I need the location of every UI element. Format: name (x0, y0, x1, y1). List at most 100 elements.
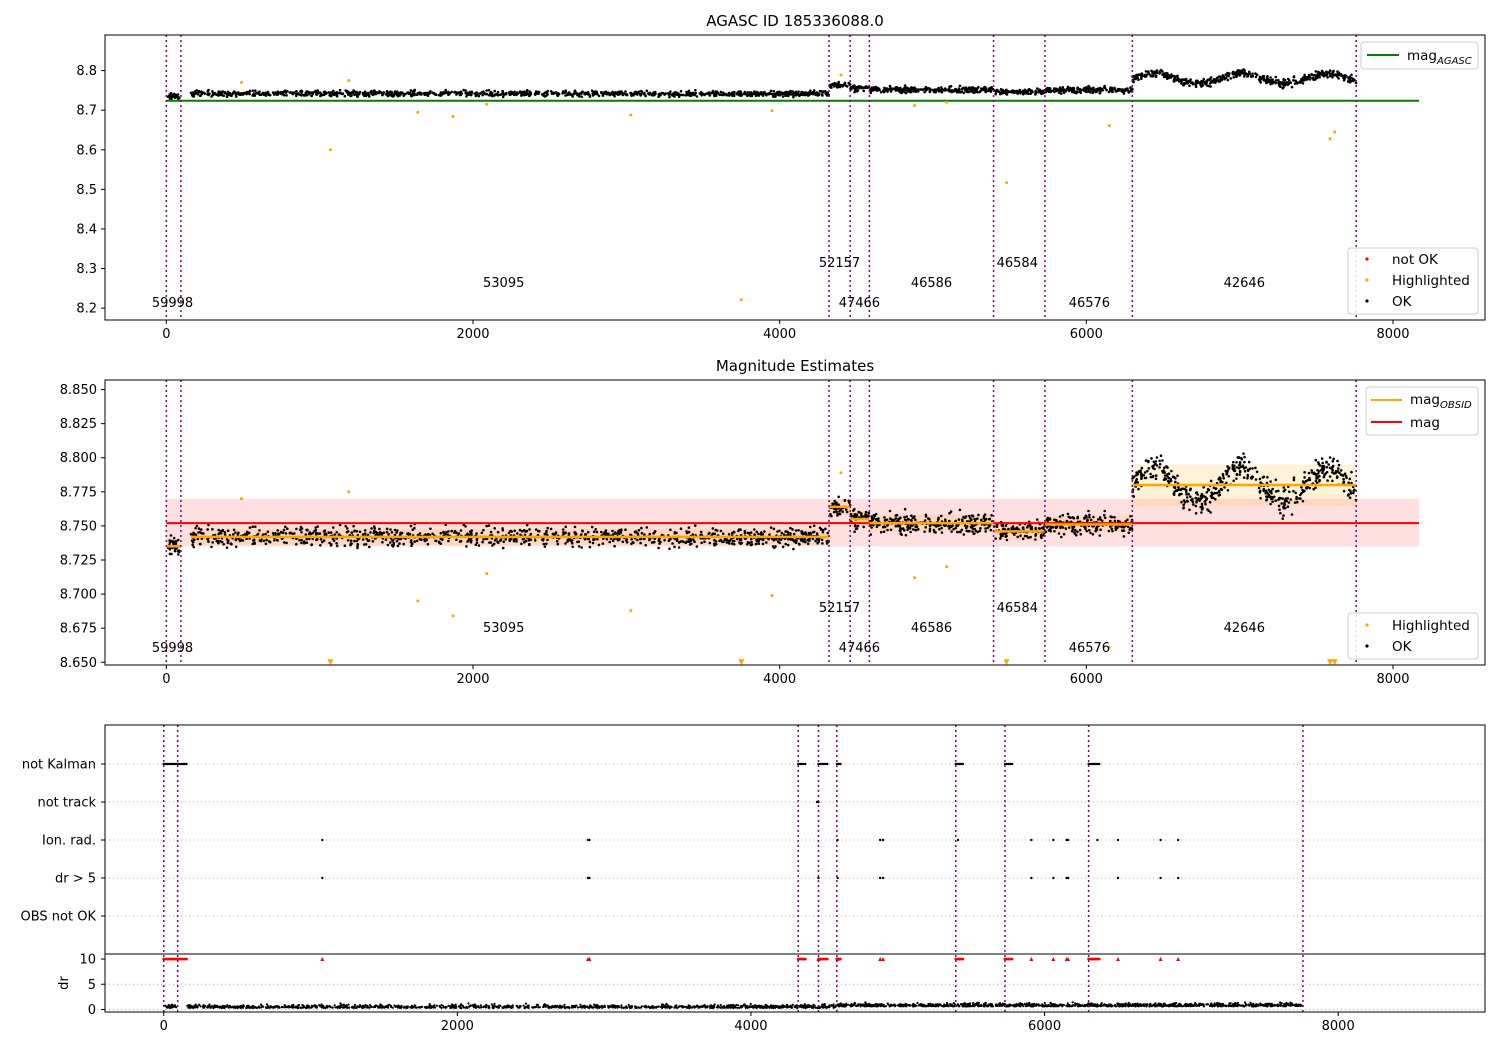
legend-highlighted-marker (1365, 278, 1368, 281)
ok-point (620, 530, 623, 533)
ok-point (715, 543, 718, 546)
ok-point (1034, 93, 1037, 96)
ok-point (1299, 497, 1302, 500)
ok-point (688, 531, 691, 534)
ok-point (391, 539, 394, 542)
obsid-label: 59998 (152, 296, 193, 311)
ok-point (962, 87, 965, 90)
ok-point (364, 529, 367, 532)
ok-point (455, 539, 458, 542)
ok-point (420, 538, 423, 541)
ok-point (1072, 528, 1075, 531)
ok-point (194, 527, 197, 530)
ok-point (779, 92, 782, 95)
obsid-label: 46576 (1069, 296, 1110, 311)
ok-point (217, 542, 220, 545)
ok-point (177, 553, 180, 556)
ok-point (1222, 75, 1225, 78)
ok-point (807, 542, 810, 545)
ok-point (1353, 489, 1356, 492)
ok-point (1254, 72, 1257, 75)
ok-point (1232, 480, 1235, 483)
ok-point (707, 93, 710, 96)
ok-point (990, 90, 993, 93)
ok-point (787, 91, 790, 94)
ok-point (774, 95, 777, 98)
ok-point (584, 92, 587, 95)
ok-point (1318, 480, 1321, 483)
ok-point (1331, 480, 1334, 483)
ok-point (909, 531, 912, 534)
ok-point (1156, 69, 1159, 72)
ok-point (900, 532, 903, 535)
ok-point (895, 517, 898, 520)
ok-point (1294, 80, 1297, 83)
ok-point (1283, 490, 1286, 493)
legend-not-ok-label: not OK (1392, 252, 1439, 268)
ok-point (1173, 476, 1176, 479)
ok-point (1220, 489, 1223, 492)
ok-point (1060, 92, 1063, 95)
ok-point (658, 94, 661, 97)
ok-point (413, 527, 416, 530)
ok-point (1236, 466, 1239, 469)
ok-point (980, 519, 983, 522)
ok-point (689, 95, 692, 98)
ok-point (1168, 77, 1171, 80)
ok-point (800, 93, 803, 96)
ok-point (782, 95, 785, 98)
dr-point (174, 1004, 176, 1006)
ok-point (846, 511, 849, 514)
ok-point (502, 547, 505, 550)
clipped-highlight-marker (1332, 659, 1338, 665)
ok-point (903, 87, 906, 90)
ok-point (739, 538, 742, 541)
ok-point (222, 529, 225, 532)
ok-point (700, 93, 703, 96)
ok-point (827, 532, 830, 535)
ok-point (502, 96, 505, 99)
ok-point (458, 532, 461, 535)
ok-point (877, 87, 880, 90)
ok-point (1314, 487, 1317, 490)
ion-rad-point (1159, 839, 1161, 841)
ok-point (391, 544, 394, 547)
ok-point (576, 541, 579, 544)
ok-point (909, 527, 912, 530)
ok-point (1206, 491, 1209, 494)
ok-point (1248, 461, 1251, 464)
ok-point (207, 540, 210, 543)
ok-point (1227, 489, 1230, 492)
ok-point (328, 94, 331, 97)
ok-point (303, 542, 306, 545)
ok-point (905, 519, 908, 522)
ok-point (300, 542, 303, 545)
ok-point (1087, 510, 1090, 513)
ok-point (274, 91, 277, 94)
ok-point (1238, 473, 1241, 476)
ok-point (357, 538, 360, 541)
ok-point (853, 530, 856, 533)
ok-point (895, 86, 898, 89)
ok-point (193, 539, 196, 542)
ok-point (557, 543, 560, 546)
ok-point (684, 541, 687, 544)
ok-point (224, 92, 227, 95)
ok-point (690, 92, 693, 95)
legend-highlighted-label: Highlighted (1392, 273, 1470, 289)
ok-point (1136, 74, 1139, 77)
ok-point (646, 90, 649, 93)
ok-point (354, 529, 357, 532)
ok-point (797, 529, 800, 532)
ok-point (170, 92, 173, 95)
ion-rad-point (1177, 839, 1179, 841)
ok-point (789, 532, 792, 535)
ok-point (1281, 517, 1284, 520)
ok-point (1321, 70, 1324, 73)
ok-point (1209, 82, 1212, 85)
highlighted-point (771, 594, 774, 597)
ok-point (744, 532, 747, 535)
ok-point (1137, 78, 1140, 81)
ok-point (938, 528, 941, 531)
ok-point (502, 90, 505, 93)
